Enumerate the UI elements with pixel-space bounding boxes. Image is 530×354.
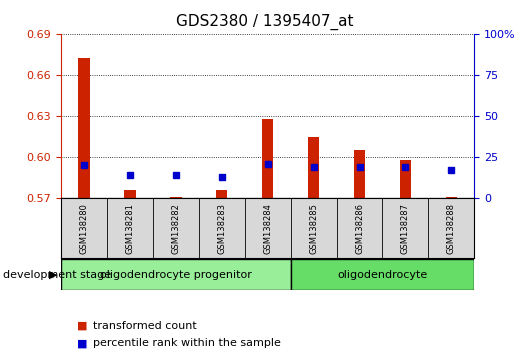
Text: GSM138284: GSM138284 — [263, 203, 272, 254]
Text: GSM138285: GSM138285 — [309, 203, 318, 254]
FancyBboxPatch shape — [290, 259, 474, 290]
Bar — [78, 58, 90, 198]
Text: development stage: development stage — [3, 270, 111, 280]
Text: GSM138283: GSM138283 — [217, 203, 226, 254]
Text: oligodendrocyte progenitor: oligodendrocyte progenitor — [100, 270, 252, 280]
Text: GSM138286: GSM138286 — [355, 203, 364, 254]
Text: GSM138280: GSM138280 — [80, 203, 89, 254]
Text: transformed count: transformed count — [93, 321, 197, 331]
Text: GSM138281: GSM138281 — [126, 203, 134, 254]
Bar — [400, 160, 411, 198]
Text: ▶: ▶ — [49, 270, 57, 280]
Text: GSM138282: GSM138282 — [171, 203, 180, 254]
Bar — [354, 150, 365, 198]
Text: ■: ■ — [77, 321, 87, 331]
Bar — [262, 119, 273, 198]
Bar — [446, 197, 457, 198]
Text: GDS2380 / 1395407_at: GDS2380 / 1395407_at — [176, 14, 354, 30]
Bar — [308, 137, 319, 198]
FancyBboxPatch shape — [61, 259, 290, 290]
Text: oligodendrocyte: oligodendrocyte — [338, 270, 428, 280]
Bar — [216, 190, 227, 198]
Text: percentile rank within the sample: percentile rank within the sample — [93, 338, 280, 348]
Bar — [124, 190, 136, 198]
Text: ■: ■ — [77, 338, 87, 348]
Bar — [170, 197, 182, 198]
Text: GSM138287: GSM138287 — [401, 203, 410, 254]
Text: GSM138288: GSM138288 — [447, 203, 456, 254]
